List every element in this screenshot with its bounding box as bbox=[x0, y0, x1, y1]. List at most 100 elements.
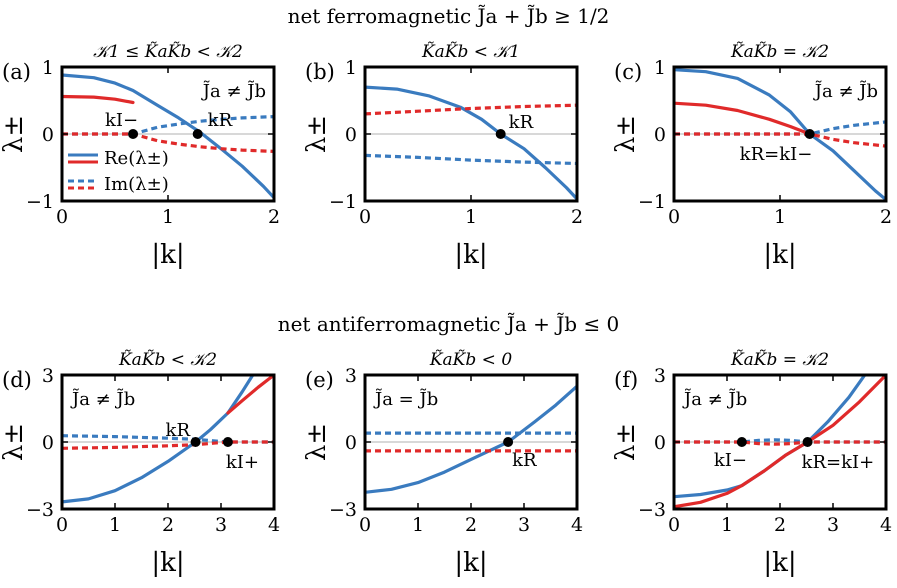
panel-c-label: (c) bbox=[614, 60, 642, 84]
panel-a-legend-label-0: Re(λ±) bbox=[104, 148, 169, 169]
panel-e-ytick-label-1: 0 bbox=[345, 432, 357, 454]
panel-d-xlabel: |k| bbox=[151, 548, 184, 578]
panel-b-title: K̃aK̃b < 𝒦1 bbox=[421, 42, 520, 62]
panel-f-series-3 bbox=[674, 440, 886, 446]
panel-d-title: K̃aK̃b < 𝒦2 bbox=[118, 350, 217, 370]
panel-f-title: K̃aK̃b = 𝒦2 bbox=[730, 350, 829, 370]
panel-a-series-group bbox=[62, 73, 274, 200]
panel-d-xtick-label-3: 3 bbox=[215, 514, 227, 536]
panel-c-xtick-label-0: 0 bbox=[668, 206, 680, 228]
panel-c-title: K̃aK̃b = 𝒦2 bbox=[730, 42, 829, 62]
panel-d-ytick-label-0: −3 bbox=[26, 499, 54, 521]
panel-e-title: K̃aK̃b < 0 bbox=[429, 350, 512, 370]
panel-c-xtick-label-1: 1 bbox=[774, 206, 786, 228]
panel-b-point-label-0: kR bbox=[509, 112, 534, 133]
panel-e-ylabel: λ± bbox=[302, 423, 332, 461]
panel-b-ylabel: λ± bbox=[302, 115, 332, 153]
panel-e-series-group bbox=[365, 384, 577, 494]
panel-d-xtick-label-1: 1 bbox=[109, 514, 121, 536]
panel-d-xtick-label-0: 0 bbox=[56, 514, 68, 536]
panel-b-ytick-label-1: 0 bbox=[345, 124, 357, 146]
panel-c-ylabel: λ± bbox=[611, 115, 641, 153]
panel-a-series-2 bbox=[62, 115, 274, 136]
panel-a-xtick-label-2: 2 bbox=[268, 206, 280, 228]
panel-f-xtick-label-1: 1 bbox=[721, 514, 733, 536]
panel-e-xtick-label-2: 2 bbox=[465, 514, 477, 536]
panel-c-series-0 bbox=[674, 68, 886, 201]
panel-e-xtick-label-3: 3 bbox=[518, 514, 530, 536]
section-title-antiferromagnetic-text: net antiferromagnetic J̃a + J̃b ≤ 0 bbox=[277, 312, 620, 336]
panel-d-ytick-label-2: 3 bbox=[42, 365, 54, 387]
panel-a-point-1 bbox=[192, 129, 203, 139]
panel-b-ytick-label-0: −1 bbox=[329, 191, 357, 213]
panel-b: 0 1 2−101|k|λ±K̃aK̃b < 𝒦1(b)kR bbox=[302, 42, 583, 270]
panel-e-ytick-label-0: −3 bbox=[329, 499, 357, 521]
panel-f-xtick-label-2: 2 bbox=[774, 514, 786, 536]
panel-f-ytick-label-2: 3 bbox=[654, 365, 666, 387]
panel-b-xtick-label-1: 1 bbox=[465, 206, 477, 228]
panel-b-series-1 bbox=[365, 103, 577, 116]
panel-d-xtick-label-4: 4 bbox=[268, 514, 280, 536]
panel-f-point-label-0: kI− bbox=[714, 450, 747, 471]
panel-a-series-1 bbox=[62, 94, 135, 105]
panel-f-ytick-label-0: −3 bbox=[638, 499, 666, 521]
panel-a-series-3 bbox=[62, 132, 274, 153]
panel-c-ytick-label-0: −1 bbox=[638, 191, 666, 213]
panel-f-point-0 bbox=[736, 437, 747, 447]
panel-a-series-0 bbox=[62, 73, 274, 200]
panel-e-point-label-0: kR bbox=[512, 450, 537, 471]
panel-e-ytick-label-2: 3 bbox=[345, 365, 357, 387]
panel-e-label: (e) bbox=[305, 368, 334, 392]
panel-d-ylabel: λ± bbox=[0, 423, 29, 461]
panel-c-corner-note: J̃a ≠ J̃b bbox=[813, 80, 878, 102]
panel-b-series-2 bbox=[365, 153, 577, 166]
panel-b-point-0 bbox=[495, 129, 506, 139]
panel-c-point-0 bbox=[804, 129, 815, 139]
panel-d-corner-note: J̃a ≠ J̃b bbox=[70, 388, 135, 410]
panel-a-xtick-label-1: 1 bbox=[162, 206, 174, 228]
panel-e-corner-note: J̃a = J̃b bbox=[373, 388, 438, 410]
panel-f-point-1 bbox=[802, 437, 813, 447]
panel-f-xtick-label-4: 4 bbox=[880, 514, 892, 536]
panel-b-label: (b) bbox=[305, 60, 335, 84]
panel-d-point-label-1: kI+ bbox=[226, 452, 259, 473]
panel-a-label: (a) bbox=[2, 60, 31, 84]
panel-a-point-0 bbox=[128, 129, 139, 139]
panel-d-point-label-0: kR bbox=[166, 420, 191, 441]
panel-e-point-0 bbox=[503, 437, 514, 447]
panel-d: 0 1 2 3 4−303|k|λ±K̃aK̃b < 𝒦2(d)J̃a ≠ J̃bkRk… bbox=[0, 350, 280, 578]
panel-f-point-label-1: kR=kI+ bbox=[802, 452, 875, 473]
panel-b-ytick-label-2: 1 bbox=[345, 57, 357, 79]
panel-e-xtick-label-1: 1 bbox=[412, 514, 424, 536]
panel-d-series-0 bbox=[62, 375, 255, 504]
panel-e-xlabel: |k| bbox=[454, 548, 487, 578]
panel-f-series-1 bbox=[674, 375, 886, 509]
panel-a-point-label-1: kR bbox=[208, 110, 233, 131]
panel-a-xtick-label-0: 0 bbox=[56, 206, 68, 228]
section-title-ferromagnetic: net ferromagnetic J̃a + J̃b ≥ 1/2 bbox=[0, 4, 897, 28]
panel-a-title: 𝒦1 ≤ K̃aK̃b < 𝒦2 bbox=[93, 42, 243, 62]
panel-f-xlabel: |k| bbox=[763, 548, 796, 578]
panel-c-xlabel: |k| bbox=[763, 240, 796, 270]
panel-f-series-group bbox=[674, 375, 886, 509]
panel-a-legend-label-1: Im(λ±) bbox=[104, 174, 169, 195]
panel-a-ytick-label-0: −1 bbox=[26, 191, 54, 213]
panel-f-xtick-label-3: 3 bbox=[827, 514, 839, 536]
panel-f-ylabel: λ± bbox=[611, 423, 641, 461]
panel-e-xtick-label-4: 4 bbox=[571, 514, 583, 536]
panel-d-series-1 bbox=[226, 375, 274, 415]
panel-d-point-1 bbox=[222, 437, 233, 447]
panel-f-ytick-label-1: 0 bbox=[654, 432, 666, 454]
panel-f-corner-note: J̃a ≠ J̃b bbox=[682, 388, 747, 410]
panel-a-ylabel: λ± bbox=[0, 115, 29, 153]
panel-b-xtick-label-2: 2 bbox=[571, 206, 583, 228]
panel-d-label: (d) bbox=[2, 368, 32, 392]
panel-e-series-0 bbox=[365, 384, 577, 494]
panel-e-xtick-label-0: 0 bbox=[359, 514, 371, 536]
section-title-antiferromagnetic: net antiferromagnetic J̃a + J̃b ≤ 0 bbox=[0, 312, 897, 336]
panel-c-ytick-label-1: 0 bbox=[654, 124, 666, 146]
panel-c-point-label-0: kR=kI− bbox=[740, 144, 813, 165]
panel-c-series-1 bbox=[674, 101, 812, 136]
panel-a-corner-note: J̃a ≠ J̃b bbox=[201, 80, 266, 102]
panel-d-ytick-label-1: 0 bbox=[42, 432, 54, 454]
